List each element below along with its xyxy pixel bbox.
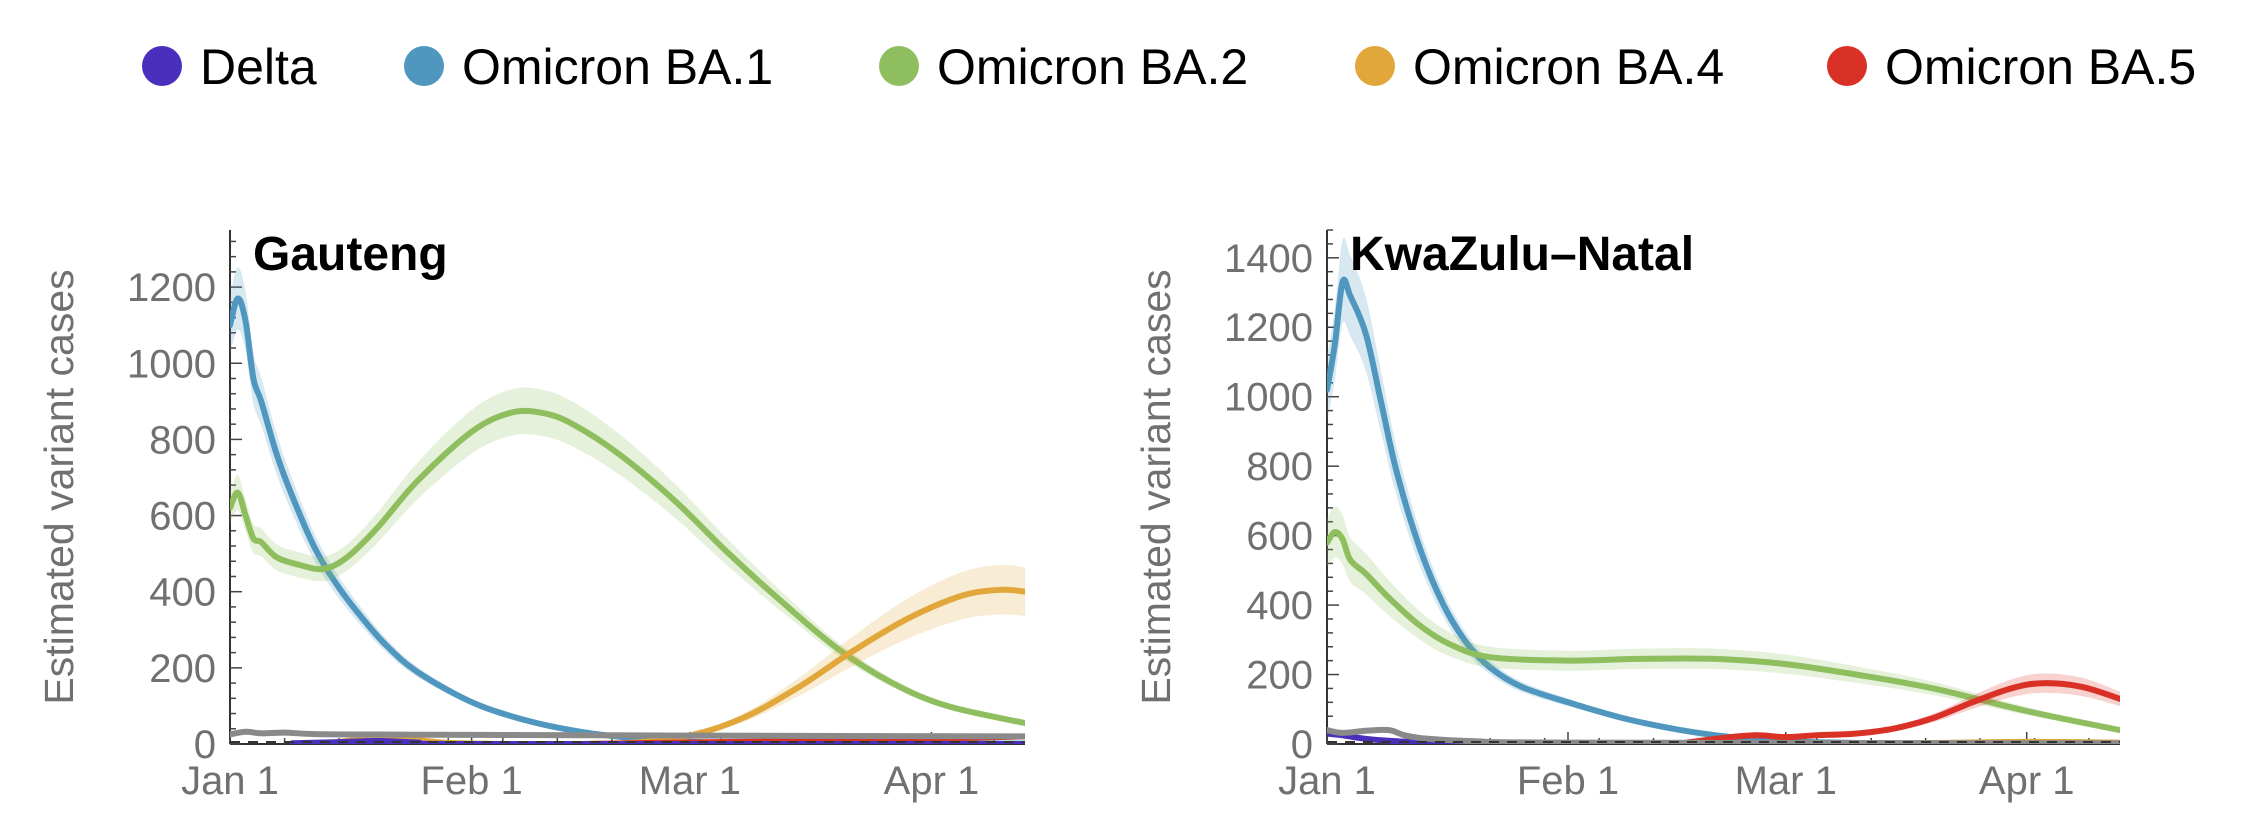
legend-item-omicron-ba-4: Omicron BA.4 — [1355, 39, 1724, 95]
legend-marker-delta — [142, 46, 182, 86]
legend-marker-omicron-ba-5 — [1827, 46, 1867, 86]
x-tick-label: Jan 1 — [181, 759, 279, 803]
legend-item-omicron-ba-1: Omicron BA.1 — [404, 39, 773, 95]
legend-marker-omicron-ba-1 — [404, 46, 444, 86]
y-tick-label: 200 — [1246, 654, 1313, 698]
legend-marker-omicron-ba-4 — [1355, 46, 1395, 86]
series-line-omicron-ba-1 — [1327, 276, 2120, 744]
y-tick-label: 1000 — [127, 342, 216, 386]
series-line-unlabeled — [230, 728, 1025, 740]
legend-label: Delta — [200, 39, 317, 95]
legend: Delta Omicron BA.1 Omicron BA.2 Omicron BA.… — [142, 39, 2196, 95]
panel-kwazulu-natal: 0 200 400 600 800 1000 1200 1400 Jan 1 Feb 1 Mar 1… — [1133, 228, 2120, 803]
series-line-omicron-ba-1 — [230, 295, 1025, 744]
legend-item-omicron-ba-5: Omicron BA.5 — [1827, 39, 2196, 95]
legend-marker-omicron-ba-2 — [879, 46, 919, 86]
band-omicron-ba-1 — [230, 267, 1025, 744]
y-tick-label: 400 — [1246, 584, 1313, 628]
panel-title: KwaZulu–Natal — [1350, 228, 1694, 281]
y-tick-label: 0 — [194, 723, 216, 767]
legend-item-delta: Delta — [142, 39, 317, 95]
legend-label: Omicron BA.4 — [1413, 39, 1724, 95]
panel-gauteng: 0 200 400 600 800 1000 1200 Jan 1 Feb 1 Mar 1 Apr … — [36, 228, 1025, 803]
y-tick-label: 1200 — [1224, 306, 1313, 350]
y-axis-title: Estimated variant cases — [1133, 269, 1179, 704]
y-tick-label: 600 — [149, 495, 216, 539]
y-tick-label: 200 — [149, 647, 216, 691]
x-tick-label: Mar 1 — [639, 759, 741, 803]
x-tick-label: Feb 1 — [1517, 759, 1619, 803]
series-line-omicron-ba-4 — [320, 586, 1025, 744]
legend-label: Omicron BA.2 — [937, 39, 1248, 95]
series-line-omicron-ba-5 — [1673, 680, 2120, 744]
x-tick-label: Jan 1 — [1278, 759, 1376, 803]
series-group — [230, 267, 1025, 744]
y-tick-label: 800 — [149, 418, 216, 462]
legend-item-omicron-ba-2: Omicron BA.2 — [879, 39, 1248, 95]
legend-label: Omicron BA.1 — [462, 39, 773, 95]
y-tick-label: 1200 — [127, 266, 216, 310]
y-tick-label: 800 — [1246, 445, 1313, 489]
y-tick-label: 400 — [149, 571, 216, 615]
x-tick-label: Apr 1 — [884, 759, 980, 803]
x-tick-label: Feb 1 — [420, 759, 522, 803]
y-tick-label: 1400 — [1224, 237, 1313, 281]
y-axis-title: Estimated variant cases — [36, 269, 82, 704]
x-tick-label: Apr 1 — [1979, 759, 2075, 803]
series-line-omicron-ba-2 — [230, 407, 1025, 727]
x-tick-label: Mar 1 — [1735, 759, 1837, 803]
series-line-omicron-ba-2 — [1327, 529, 2120, 734]
legend-label: Omicron BA.5 — [1885, 39, 2196, 95]
y-tick-label: 1000 — [1224, 376, 1313, 420]
series-group — [1327, 237, 2120, 744]
y-tick-label: 600 — [1246, 515, 1313, 559]
y-tick-label: 0 — [1291, 723, 1313, 767]
band-omicron-ba-4 — [323, 564, 1025, 744]
panel-title: Gauteng — [253, 228, 448, 281]
